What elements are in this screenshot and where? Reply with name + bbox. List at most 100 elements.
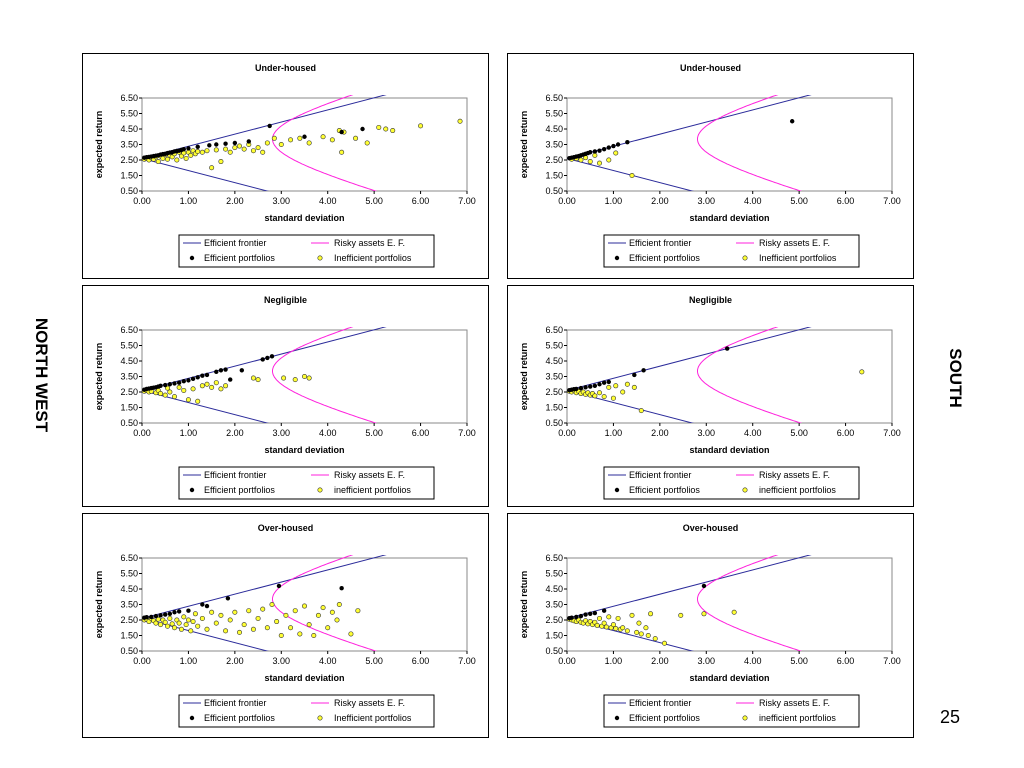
legend-label: Efficient frontier xyxy=(204,238,266,248)
x-tick-label: 7.00 xyxy=(883,196,901,206)
inefficient-portfolio-point xyxy=(334,617,340,623)
inefficient-portfolio-point xyxy=(336,602,342,608)
inefficient-portfolio-point xyxy=(731,609,737,615)
efficient-portfolio-point xyxy=(724,346,730,351)
plot-area xyxy=(141,97,468,192)
x-tick-label: 7.00 xyxy=(883,428,901,438)
efficient-portfolio-point xyxy=(223,141,228,146)
efficient-portfolio-point xyxy=(163,382,168,388)
inefficient-portfolio-point xyxy=(620,389,626,395)
chart-svg: Under-housed 0.50 1.50 2.50 3.50 4.50 5.50 6.50… xyxy=(94,63,476,268)
efficient-portfolio-point xyxy=(167,611,173,616)
inefficient-portfolio-point xyxy=(648,611,654,617)
inefficient-portfolio-point xyxy=(613,626,619,632)
y-tick-label: 0.50 xyxy=(545,646,563,656)
inefficient-portfolio-point xyxy=(631,384,637,390)
x-tick-label: 4.00 xyxy=(744,196,762,206)
efficient-portfolio-point xyxy=(195,375,200,380)
inefficient-portfolio-point xyxy=(167,389,173,395)
y-tick-label: 4.50 xyxy=(545,584,563,594)
x-tick-label: 5.00 xyxy=(790,196,808,206)
inefficient-portfolio-point xyxy=(241,146,247,152)
efficient-portfolio-point xyxy=(176,609,182,614)
efficient-portfolio-point xyxy=(195,144,200,150)
legend-label: Efficient frontier xyxy=(204,698,266,708)
y-tick-label: 3.50 xyxy=(545,140,563,150)
inefficient-portfolio-point xyxy=(250,148,256,154)
inefficient-portfolio-point xyxy=(204,148,210,154)
inefficient-portfolio-point xyxy=(162,392,168,398)
inefficient-portfolio-point xyxy=(209,165,215,171)
x-tick-label: 0.00 xyxy=(558,656,576,666)
inefficient-portfolio-point xyxy=(155,159,161,165)
inefficient-portfolio-point xyxy=(613,150,619,156)
legend-label: Efficient portfolios xyxy=(204,485,275,495)
inefficient-portfolio-point xyxy=(162,619,168,625)
x-tick-label: 1.00 xyxy=(180,428,198,438)
inefficient-portfolio-point xyxy=(181,387,187,393)
legend-box xyxy=(178,234,435,268)
efficient-portfolio-point xyxy=(158,613,163,618)
y-tick-label: 0.50 xyxy=(120,418,138,428)
efficient-portfolio-point xyxy=(265,355,270,361)
inefficient-portfolio-point xyxy=(204,626,210,632)
x-tick-label: 6.00 xyxy=(837,428,855,438)
legend-box xyxy=(603,234,860,268)
y-tick-label: 5.50 xyxy=(545,109,563,119)
efficient-portfolio-point xyxy=(260,357,265,362)
inefficient-portfolio-point xyxy=(223,383,229,389)
portfolio-points xyxy=(141,118,463,171)
legend-label: Inefficient portfolios xyxy=(334,253,412,263)
efficient-portfolio-point xyxy=(163,612,168,617)
inefficient-portfolio-point xyxy=(165,385,171,391)
chart-panel-south-overhoused: Over-housed 0.50 1.50 2.50 3.50 4.50 5.50 6.50 0… xyxy=(507,513,914,738)
y-tick-label: 0.50 xyxy=(545,418,563,428)
y-tick-label: 2.50 xyxy=(120,155,138,165)
y-tick-label: 4.50 xyxy=(120,584,138,594)
inefficient-portfolio-point xyxy=(320,605,326,611)
y-tick-label: 6.50 xyxy=(120,93,138,103)
inefficient-portfolio-point xyxy=(292,608,298,614)
x-tick-label: 5.00 xyxy=(790,428,808,438)
efficient-portfolio-point xyxy=(200,373,205,378)
chart-title: Over-housed xyxy=(683,523,739,533)
efficient-portfolio-point xyxy=(181,378,186,384)
inefficient-portfolio-point xyxy=(218,612,224,618)
inefficient-portfolio-point xyxy=(329,609,335,615)
inefficient-portfolio-point xyxy=(597,615,603,621)
inefficient-portfolio-point xyxy=(178,626,184,632)
inefficient-portfolio-point xyxy=(610,622,616,628)
efficient-portfolio-point xyxy=(267,123,272,129)
x-tick-label: 5.00 xyxy=(365,428,383,438)
inefficient-portfolio-point xyxy=(232,145,238,151)
legend-marker-efficient xyxy=(189,255,195,261)
efficient-portfolio-point xyxy=(601,380,607,385)
inefficient-portfolio-point xyxy=(297,135,303,141)
x-tick-label: 5.00 xyxy=(790,656,808,666)
inefficient-portfolio-point xyxy=(390,128,396,134)
x-tick-label: 4.00 xyxy=(319,196,337,206)
efficient-portfolio-point xyxy=(601,146,607,152)
inefficient-portfolio-point xyxy=(241,622,247,628)
chart-panel-south-underhoused: Under-housed 0.50 1.50 2.50 3.50 4.50 5.50 6.50… xyxy=(507,53,914,279)
portfolio-points xyxy=(567,119,795,179)
y-tick-label: 1.50 xyxy=(120,171,138,181)
inefficient-portfolio-point xyxy=(629,612,635,618)
efficient-portfolio-point xyxy=(214,142,219,147)
inefficient-portfolio-point xyxy=(636,620,642,626)
inefficient-portfolio-point xyxy=(315,612,321,618)
risky-assets-frontier xyxy=(697,95,803,191)
y-tick-label: 2.50 xyxy=(120,387,138,397)
inefficient-portfolio-point xyxy=(190,386,196,392)
efficient-portfolio-point xyxy=(632,372,637,378)
chart-title: Over-housed xyxy=(258,523,314,533)
efficient-portfolio-point xyxy=(339,586,344,591)
x-axis-label: standard deviation xyxy=(264,445,344,455)
inefficient-portfolio-point xyxy=(213,147,219,153)
inefficient-portfolio-point xyxy=(278,633,284,639)
y-axis-label: expected return xyxy=(519,111,529,179)
legend-label: Efficient portfolios xyxy=(629,253,700,263)
inefficient-portfolio-point xyxy=(183,155,189,161)
x-tick-label: 2.00 xyxy=(226,428,244,438)
chart-title: Under-housed xyxy=(255,63,316,73)
